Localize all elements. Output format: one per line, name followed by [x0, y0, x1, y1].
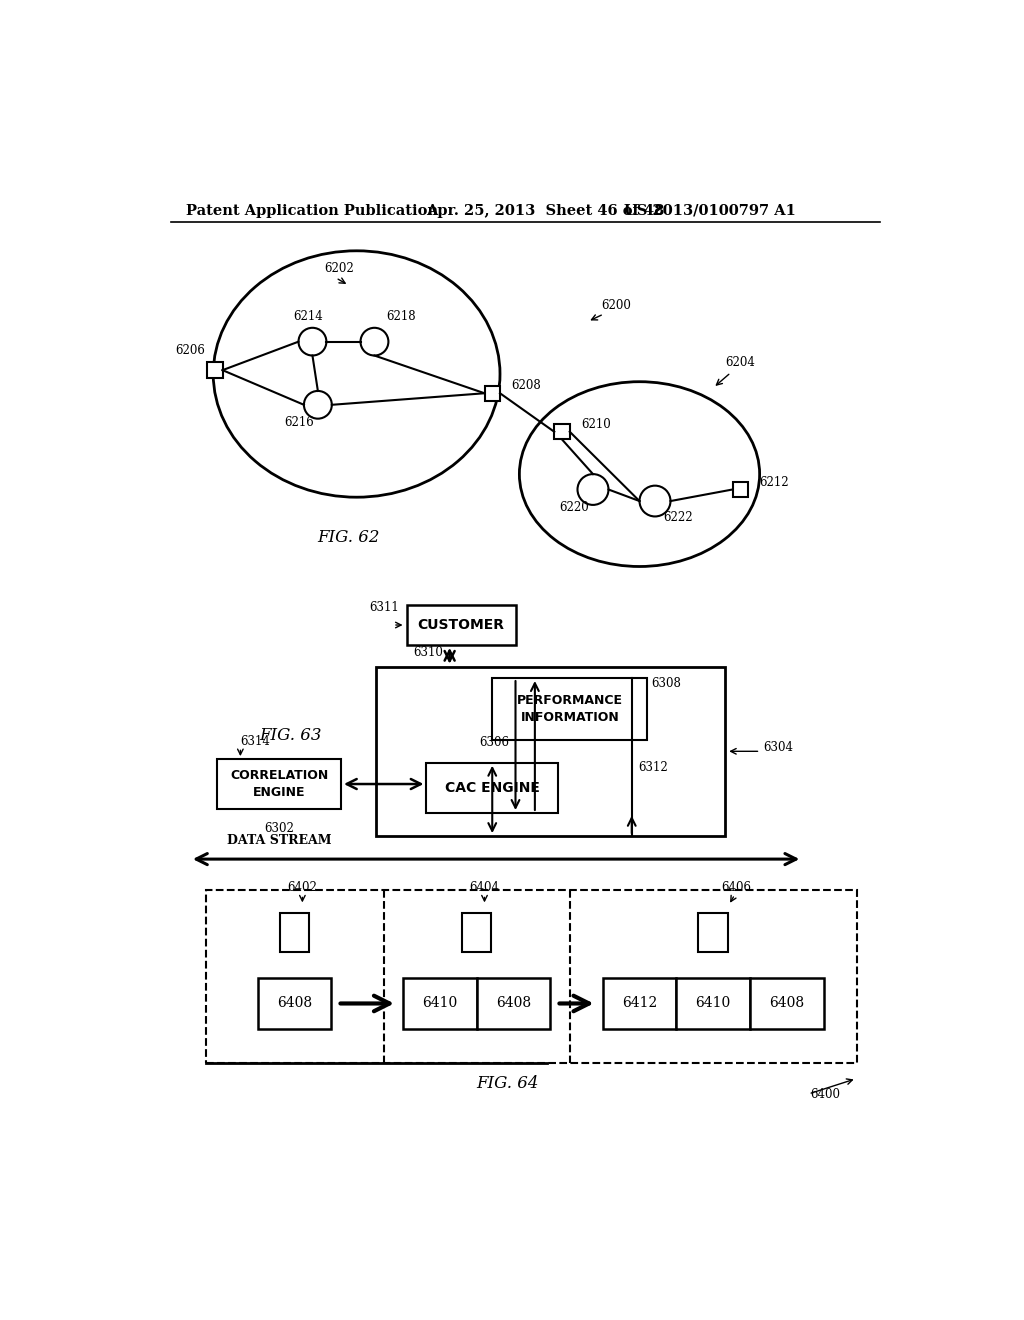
Text: 6408: 6408	[278, 997, 312, 1011]
Text: 6404: 6404	[469, 882, 500, 895]
Text: 6206: 6206	[176, 345, 206, 358]
Text: FIG. 62: FIG. 62	[317, 529, 380, 546]
Text: 6314: 6314	[241, 735, 270, 748]
Text: 6402: 6402	[288, 882, 317, 895]
Circle shape	[578, 474, 608, 504]
Text: 6214: 6214	[294, 310, 324, 323]
Text: FIG. 64: FIG. 64	[476, 1074, 539, 1092]
Bar	[280, 913, 309, 952]
Text: 6308: 6308	[651, 677, 681, 690]
Text: 6204: 6204	[725, 356, 755, 370]
Text: 6212: 6212	[760, 475, 790, 488]
Bar	[217, 759, 341, 809]
Text: 6304: 6304	[764, 742, 794, 754]
Bar	[493, 678, 647, 739]
Bar	[407, 605, 515, 645]
Text: 6408: 6408	[496, 997, 531, 1011]
Text: 6208: 6208	[512, 379, 542, 392]
Text: US 2013/0100797 A1: US 2013/0100797 A1	[624, 203, 796, 218]
Bar	[603, 978, 676, 1028]
Bar	[258, 978, 332, 1028]
Text: 6202: 6202	[324, 261, 354, 275]
Text: 6410: 6410	[695, 997, 731, 1011]
Text: CORRELATION
ENGINE: CORRELATION ENGINE	[230, 770, 329, 799]
Bar	[484, 385, 500, 401]
Bar	[554, 424, 569, 440]
Bar	[750, 978, 823, 1028]
Circle shape	[360, 327, 388, 355]
Text: 6200: 6200	[601, 298, 631, 312]
Text: PERFORMANCE
INFORMATION: PERFORMANCE INFORMATION	[517, 694, 623, 723]
Text: CAC ENGINE: CAC ENGINE	[444, 781, 540, 795]
Text: 6412: 6412	[622, 997, 657, 1011]
Bar	[403, 978, 477, 1028]
Bar	[426, 763, 558, 813]
Text: 6216: 6216	[285, 416, 314, 429]
Bar	[477, 978, 550, 1028]
Circle shape	[640, 486, 671, 516]
Circle shape	[299, 327, 327, 355]
Text: 6302: 6302	[264, 822, 294, 836]
Text: 6306: 6306	[479, 735, 509, 748]
Text: Patent Application Publication: Patent Application Publication	[186, 203, 438, 218]
Text: 6408: 6408	[769, 997, 804, 1011]
Bar	[462, 913, 492, 952]
Circle shape	[304, 391, 332, 418]
Bar	[206, 890, 856, 1063]
Text: 6222: 6222	[663, 511, 692, 524]
Text: 6218: 6218	[386, 310, 416, 323]
Text: 6406: 6406	[721, 882, 752, 895]
Text: 6312: 6312	[638, 760, 668, 774]
Text: Apr. 25, 2013  Sheet 46 of 48: Apr. 25, 2013 Sheet 46 of 48	[426, 203, 665, 218]
Bar	[698, 913, 728, 952]
Text: 6400: 6400	[810, 1088, 840, 1101]
Bar	[676, 978, 750, 1028]
Text: FIG. 63: FIG. 63	[259, 727, 322, 743]
Text: 6220: 6220	[559, 502, 589, 513]
Text: 6410: 6410	[422, 997, 458, 1011]
Text: CUSTOMER: CUSTOMER	[418, 618, 505, 632]
Text: DATA STREAM: DATA STREAM	[227, 834, 332, 846]
Bar	[732, 482, 748, 498]
Text: 6310: 6310	[414, 645, 443, 659]
Text: 6210: 6210	[582, 418, 611, 430]
Bar	[376, 667, 725, 836]
Bar	[207, 363, 222, 378]
Text: 6311: 6311	[370, 601, 399, 614]
